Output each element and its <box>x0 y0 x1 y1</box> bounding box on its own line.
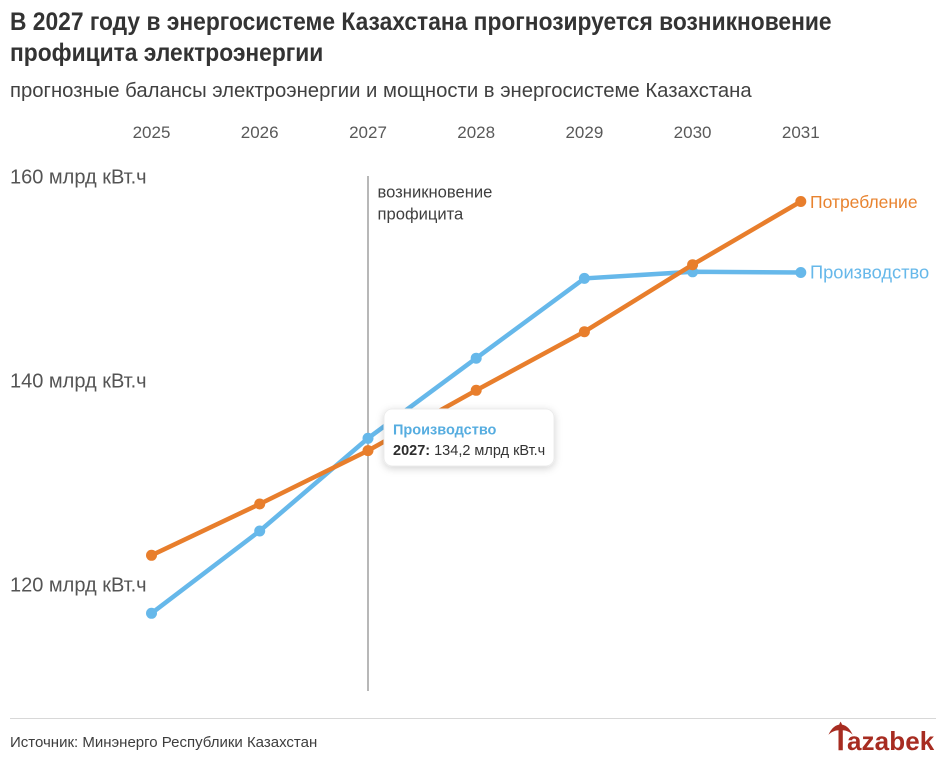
svg-text:возникновение: возникновение <box>378 183 493 202</box>
svg-text:140 млрд кВт.ч: 140 млрд кВт.ч <box>10 371 147 393</box>
svg-text:Производство: Производство <box>393 423 497 439</box>
svg-text:120 млрд кВт.ч: 120 млрд кВт.ч <box>10 575 147 597</box>
svg-text:160 млрд кВт.ч: 160 млрд кВт.ч <box>10 167 147 189</box>
svg-text:2027: 134,2 млрд кВт.ч: 2027: 134,2 млрд кВт.ч <box>393 443 545 459</box>
svg-text:Производство: Производство <box>810 262 929 283</box>
svg-text:Потребление: Потребление <box>810 192 918 212</box>
svg-text:профицита: профицита <box>378 205 465 224</box>
svg-text:azabek: azabek <box>847 726 935 756</box>
